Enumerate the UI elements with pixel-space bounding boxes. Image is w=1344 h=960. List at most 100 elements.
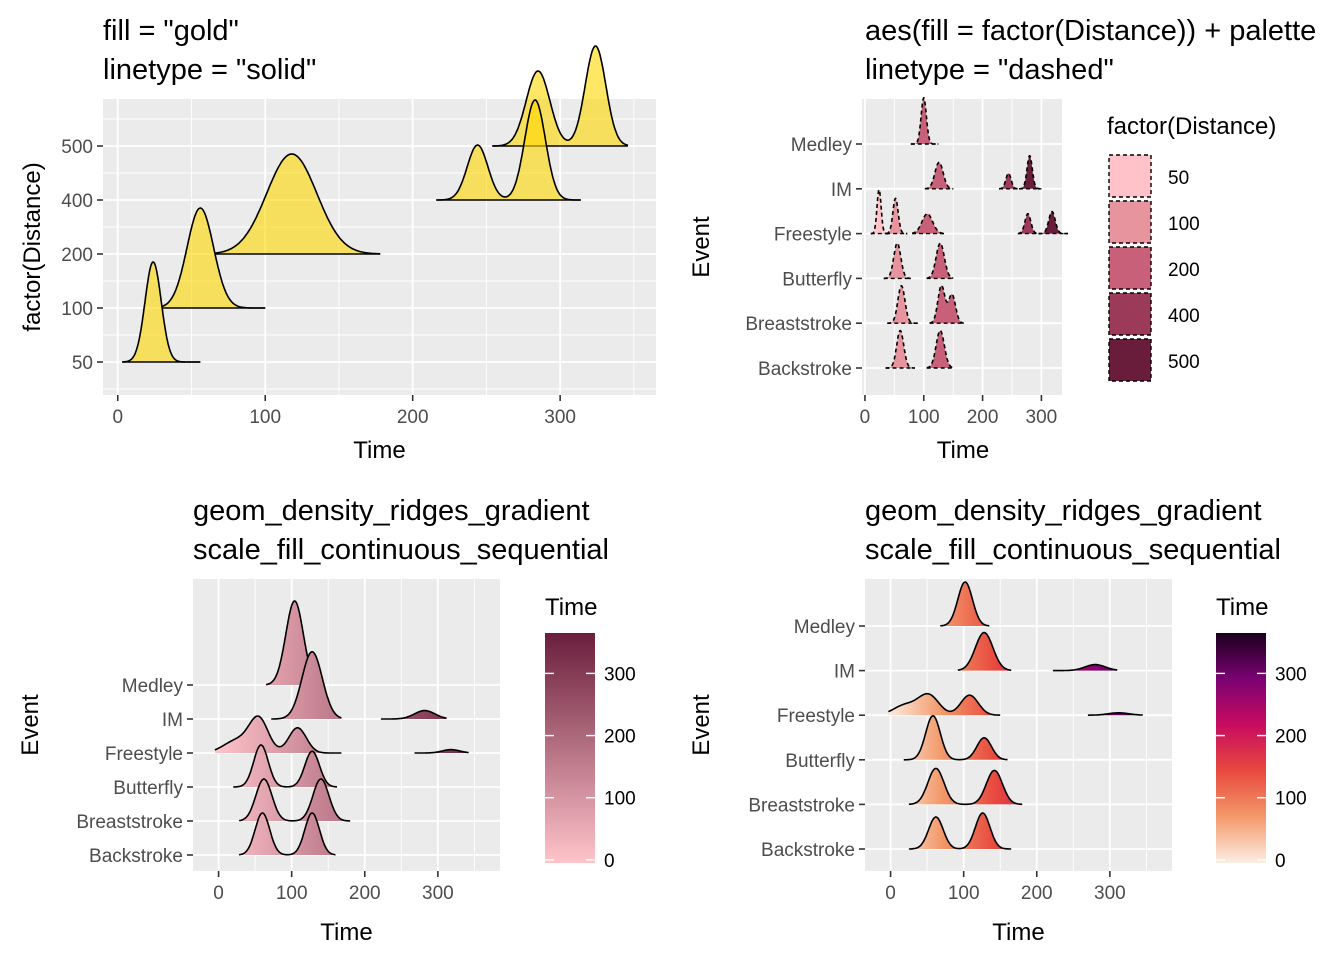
y-tick-label-im: IM <box>834 662 855 683</box>
ridge-fill-im-500 <box>1019 155 1042 189</box>
ridge-fill-butterfly <box>903 715 1008 760</box>
x-tick-label-200: 200 <box>967 407 999 428</box>
x-tick-label-0: 0 <box>112 407 123 428</box>
x-tick-label-200: 200 <box>1021 883 1053 904</box>
panel-3-y-axis-title: Event <box>17 694 44 756</box>
ridge-fill-freestyle-500 <box>1038 211 1068 234</box>
ridge-fill-breaststroke <box>908 768 1023 805</box>
colorbar-label-100: 100 <box>1275 789 1307 810</box>
ridge-fill-breaststroke-200 <box>929 285 964 324</box>
ridge-line-backstroke-100 <box>885 329 915 369</box>
x-tick-label-0: 0 <box>885 883 896 904</box>
legend-key-400 <box>1108 292 1152 336</box>
legend-label-200: 200 <box>1168 260 1200 281</box>
colorbar-label-200: 200 <box>1275 727 1307 748</box>
panel-3-x-axis-title: Time <box>320 919 372 946</box>
ridge-line-im <box>271 651 342 720</box>
panel-1-y-axis-title: factor(Distance) <box>19 162 46 331</box>
ridge-fill-breaststroke-100 <box>887 285 918 324</box>
colorbar-label-300: 300 <box>604 664 636 685</box>
y-tick-label-100: 100 <box>61 299 93 320</box>
ridge-fill-backstroke <box>239 813 336 855</box>
ridge-fill-400 <box>436 100 581 200</box>
legend-label-400: 400 <box>1168 306 1200 327</box>
panel-4-title-line-1: geom_density_ridges_gradient <box>865 495 1262 527</box>
ridge-line-breaststroke <box>238 778 351 822</box>
y-tick-label-medley: Medley <box>122 676 184 697</box>
panel-3-title-line-1: geom_density_ridges_gradient <box>193 495 590 527</box>
x-tick-label-200: 200 <box>397 407 429 428</box>
x-tick-label-300: 300 <box>544 407 576 428</box>
y-tick-label-backstroke: Backstroke <box>89 846 183 867</box>
ridge-fill-medley <box>266 601 318 685</box>
panel-4-colorbar-ticks: 0 100 200 300 <box>1216 664 1307 872</box>
panel-3-ridges <box>214 600 469 856</box>
panel-4: geom_density_ridges_gradient scale_fill_… <box>688 495 1307 946</box>
ridge-line-medley <box>940 581 990 627</box>
panel-2-ridges <box>870 97 1068 369</box>
y-tick-label-freestyle: Freestyle <box>774 225 852 246</box>
panel-3-title-line-2: scale_fill_continuous_sequential <box>193 534 609 566</box>
ridge-fill-100 <box>161 208 266 308</box>
ridge-line-freestyle <box>414 748 469 754</box>
ridge-line-backstroke <box>239 812 336 856</box>
panel-2-title-line-1: aes(fill = factor(Distance)) + palette <box>865 15 1316 47</box>
panel-2-x-axis-title: Time <box>937 437 989 464</box>
x-tick-label-0: 0 <box>213 883 224 904</box>
y-tick-label-medley: Medley <box>794 617 856 638</box>
ridge-fill-backstroke <box>908 813 1012 849</box>
y-tick-label-im: IM <box>831 180 852 201</box>
panel-2-legend-keys: 50 100 200 400 500 <box>1108 154 1200 382</box>
panel-4-colorbar <box>1216 633 1266 863</box>
ridge-line-butterfly <box>903 714 1008 761</box>
x-tick-label-300: 300 <box>422 883 454 904</box>
ridge-line-im <box>957 631 1012 672</box>
ridge-fill-50 <box>122 262 201 362</box>
ridge-line-500 <box>492 45 629 147</box>
ridge-line-im <box>1052 663 1118 672</box>
y-tick-label-butterfly: Butterfly <box>113 778 183 799</box>
ridge-line-im-200 <box>924 161 954 190</box>
y-tick-label-breaststroke: Breaststroke <box>76 812 183 833</box>
colorbar-label-300: 300 <box>1275 664 1307 685</box>
ridge-fill-freestyle-50 <box>870 189 889 234</box>
panel-3: geom_density_ridges_gradient scale_fill_… <box>17 495 636 946</box>
ridge-fill-freestyle-100 <box>886 198 908 234</box>
panel-3-colorbar <box>545 633 595 863</box>
ridge-line-backstroke <box>908 812 1012 850</box>
x-tick-label-100: 100 <box>249 407 281 428</box>
colorbar-label-0: 0 <box>604 851 615 872</box>
panel-3-legend-title: Time <box>545 594 597 621</box>
ridge-fill-500 <box>492 46 628 146</box>
panel-3-legend: Time 0 100 200 300 <box>545 594 636 872</box>
panel-3-colorbar-ticks: 0 100 200 300 <box>545 664 636 872</box>
panel-4-y-axis-title: Event <box>688 694 715 756</box>
x-tick-label-300: 300 <box>1094 883 1126 904</box>
ridge-line-im <box>380 709 447 720</box>
x-tick-label-100: 100 <box>948 883 980 904</box>
colorbar-label-100: 100 <box>604 789 636 810</box>
legend-label-100: 100 <box>1168 214 1200 235</box>
panel-4-x-axis-title: Time <box>992 919 1044 946</box>
y-tick-label-50: 50 <box>72 353 93 374</box>
ridge-fill-im <box>271 651 342 719</box>
y-tick-label-200: 200 <box>61 245 93 266</box>
ridge-line-breaststroke <box>908 767 1023 806</box>
ridge-line-butterfly-200 <box>926 242 954 279</box>
colorbar-label-0: 0 <box>1275 851 1286 872</box>
panel-1-axes: 0 100 200 300 50 100 200 400 500 <box>61 137 576 428</box>
y-tick-label-backstroke: Backstroke <box>761 840 855 861</box>
y-tick-label-medley: Medley <box>791 135 853 156</box>
panel-2-legend-title: factor(Distance) <box>1107 113 1276 140</box>
ridge-line-breaststroke-100 <box>887 285 918 324</box>
ridge-fill-backstroke-100 <box>885 330 915 368</box>
y-tick-label-breaststroke: Breaststroke <box>745 314 852 335</box>
y-tick-label-butterfly: Butterfly <box>785 751 855 772</box>
ridge-fill-im-400 <box>999 173 1018 189</box>
panel-1-title-line-1: fill = "gold" <box>103 15 239 47</box>
ridge-fill-200 <box>215 154 381 254</box>
legend-key-500 <box>1108 338 1152 382</box>
y-tick-label-breaststroke: Breaststroke <box>748 795 855 816</box>
legend-key-100 <box>1108 200 1152 244</box>
